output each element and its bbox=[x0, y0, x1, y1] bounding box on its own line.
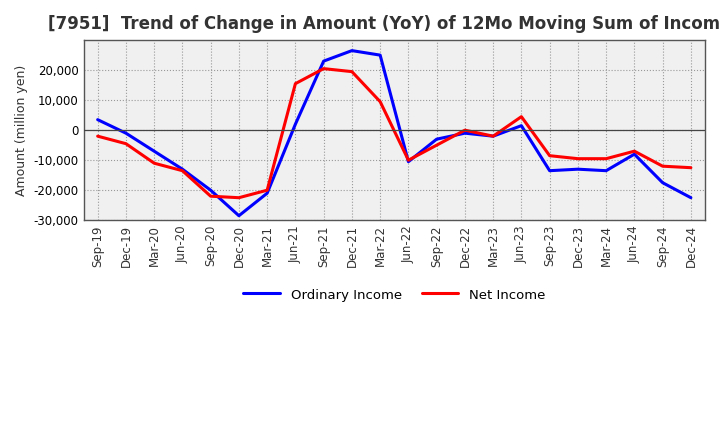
Net Income bbox=[461, 128, 469, 133]
Net Income bbox=[545, 153, 554, 158]
Ordinary Income bbox=[517, 123, 526, 128]
Net Income bbox=[489, 133, 498, 139]
Net Income bbox=[263, 187, 271, 193]
Ordinary Income bbox=[461, 131, 469, 136]
Ordinary Income bbox=[489, 133, 498, 139]
Ordinary Income bbox=[687, 195, 696, 200]
Ordinary Income bbox=[235, 213, 243, 218]
Net Income bbox=[291, 81, 300, 86]
Ordinary Income bbox=[263, 191, 271, 196]
Net Income bbox=[376, 99, 384, 104]
Net Income bbox=[574, 156, 582, 161]
Ordinary Income bbox=[207, 187, 215, 193]
Ordinary Income bbox=[178, 167, 186, 172]
Net Income bbox=[122, 141, 130, 147]
Ordinary Income bbox=[602, 168, 611, 173]
Ordinary Income bbox=[404, 159, 413, 164]
Ordinary Income bbox=[432, 136, 441, 142]
Line: Ordinary Income: Ordinary Income bbox=[98, 51, 691, 216]
Net Income bbox=[658, 164, 667, 169]
Net Income bbox=[517, 114, 526, 119]
Net Income bbox=[602, 156, 611, 161]
Title: [7951]  Trend of Change in Amount (YoY) of 12Mo Moving Sum of Incomes: [7951] Trend of Change in Amount (YoY) o… bbox=[48, 15, 720, 33]
Net Income bbox=[404, 158, 413, 163]
Y-axis label: Amount (million yen): Amount (million yen) bbox=[15, 65, 28, 196]
Ordinary Income bbox=[94, 117, 102, 122]
Net Income bbox=[94, 133, 102, 139]
Net Income bbox=[630, 149, 639, 154]
Net Income bbox=[432, 143, 441, 148]
Ordinary Income bbox=[150, 149, 158, 154]
Net Income bbox=[348, 69, 356, 74]
Ordinary Income bbox=[376, 52, 384, 58]
Ordinary Income bbox=[348, 48, 356, 53]
Ordinary Income bbox=[320, 59, 328, 64]
Legend: Ordinary Income, Net Income: Ordinary Income, Net Income bbox=[238, 282, 551, 307]
Net Income bbox=[235, 195, 243, 200]
Line: Net Income: Net Income bbox=[98, 69, 691, 198]
Ordinary Income bbox=[122, 131, 130, 136]
Net Income bbox=[178, 168, 186, 173]
Net Income bbox=[207, 194, 215, 199]
Ordinary Income bbox=[291, 121, 300, 127]
Ordinary Income bbox=[658, 180, 667, 185]
Ordinary Income bbox=[630, 151, 639, 157]
Net Income bbox=[320, 66, 328, 71]
Net Income bbox=[687, 165, 696, 170]
Ordinary Income bbox=[574, 167, 582, 172]
Net Income bbox=[150, 161, 158, 166]
Ordinary Income bbox=[545, 168, 554, 173]
